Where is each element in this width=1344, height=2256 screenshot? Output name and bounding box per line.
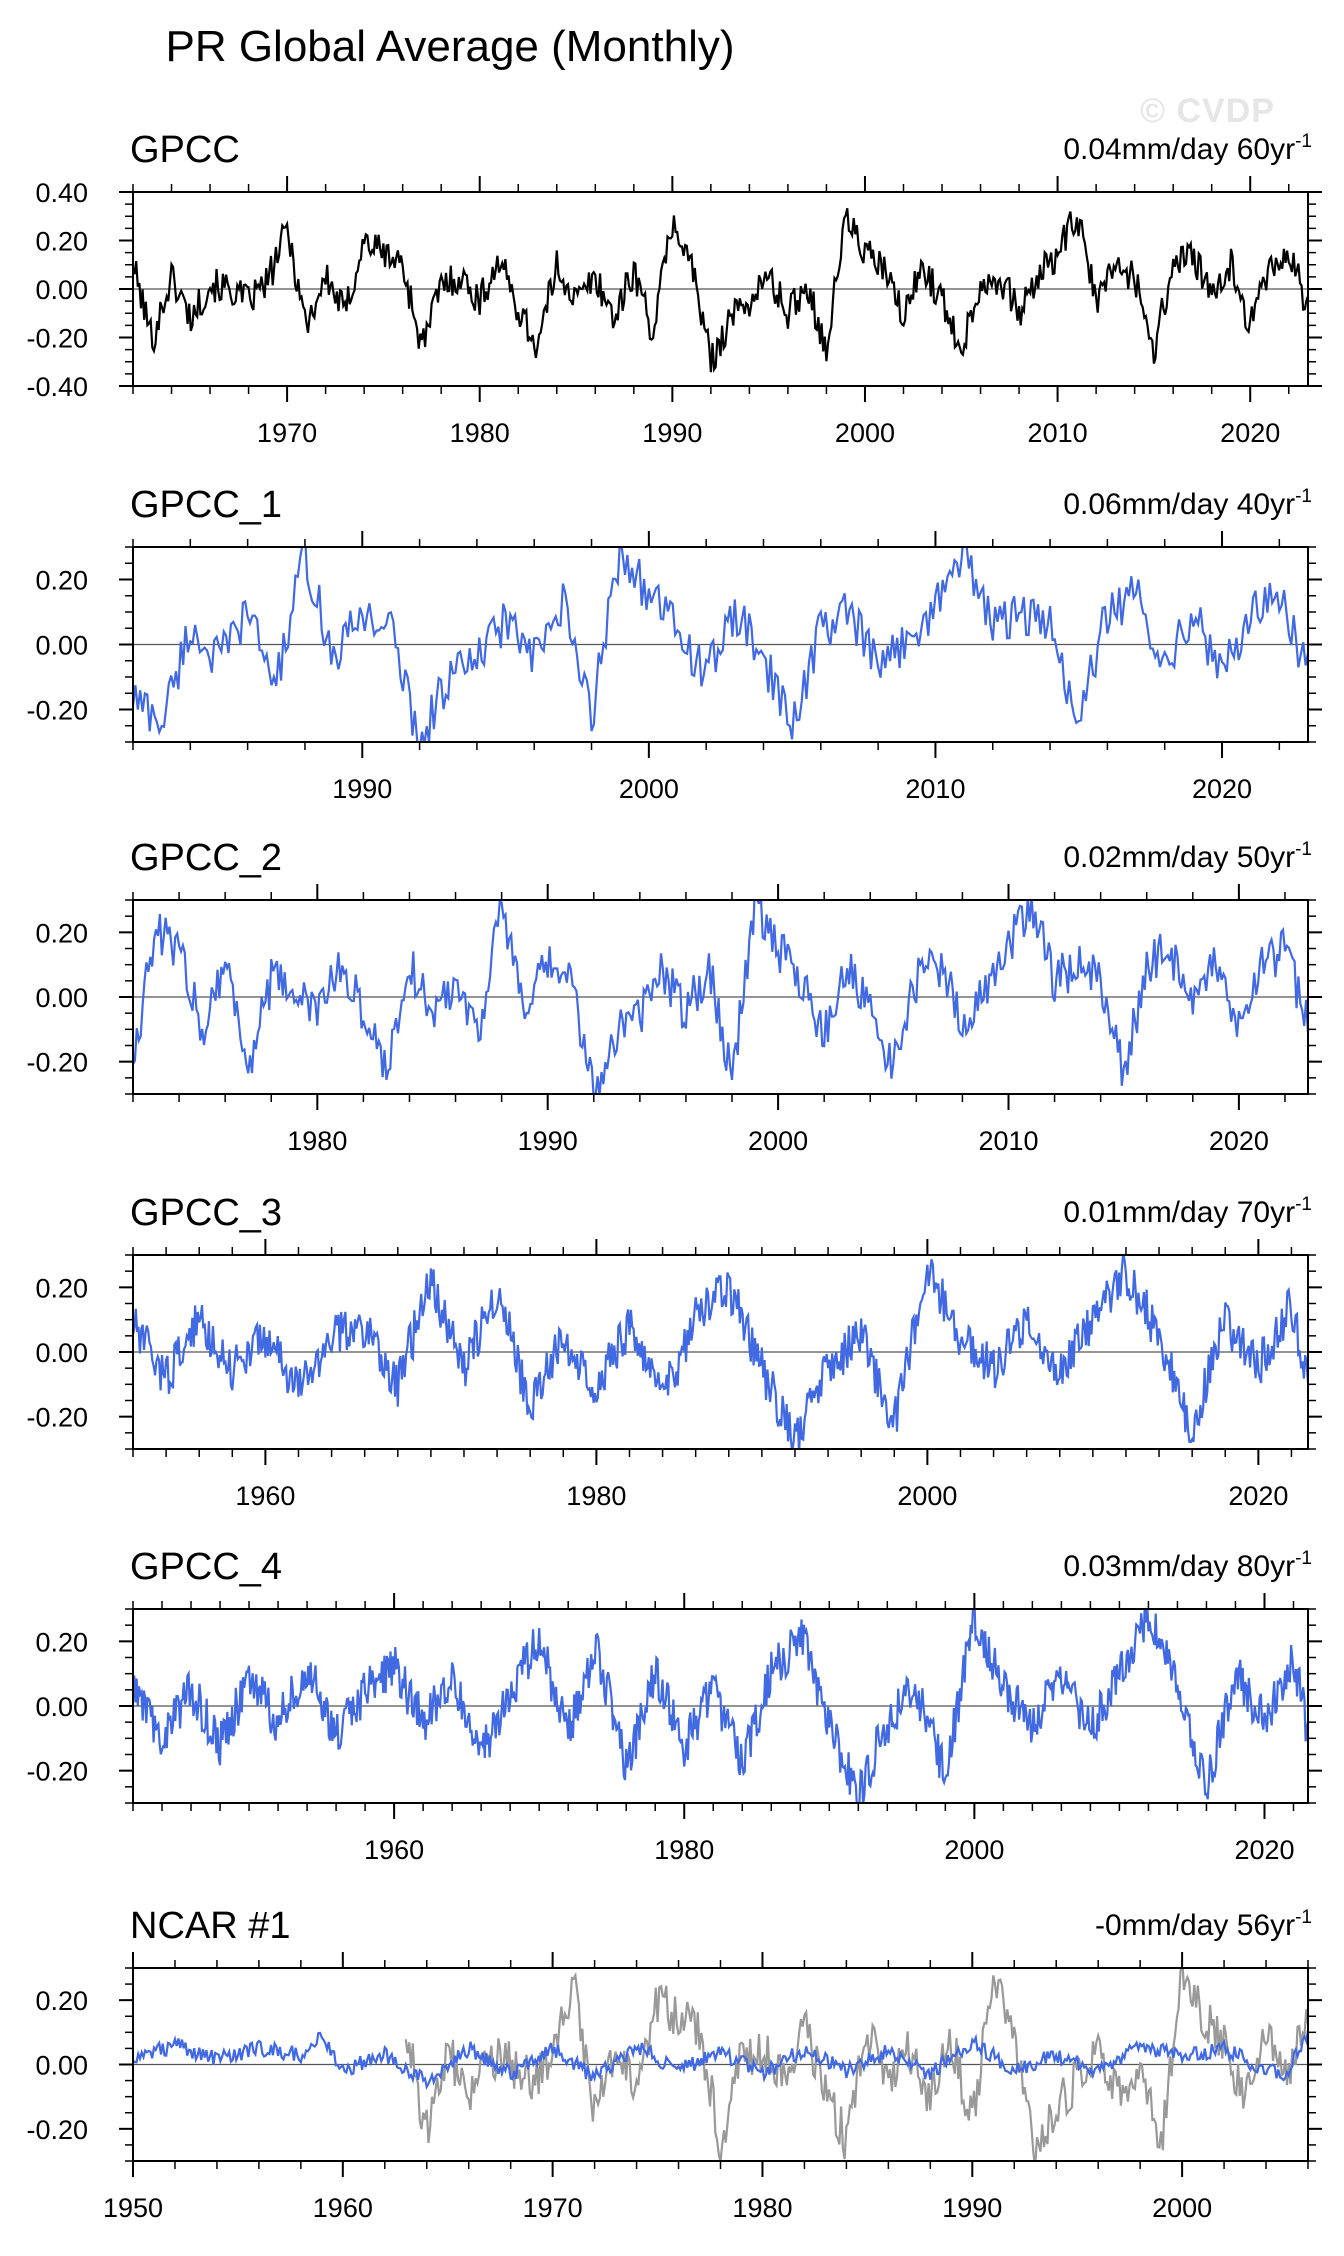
- series-line-gpcc: [133, 208, 1308, 373]
- panel-gpcc: GPCC 0.04mm/day 60yr-1 -0.40 -0.20 0.00 0.20 0…: [26, 129, 1322, 448]
- x-tick-label: 2000: [897, 1481, 957, 1511]
- x-tick-label: 1990: [332, 774, 392, 804]
- x-tick-label: 2010: [905, 774, 965, 804]
- series-line-gpcc: [404, 1968, 1308, 2161]
- panel-gpcc-1: GPCC_1 0.06mm/day 40yr-1 -0.20 0.00 0.20 1990…: [26, 484, 1322, 804]
- y-tick-label: 0.20: [35, 918, 88, 948]
- x-tick-label: 1990: [642, 418, 702, 448]
- x-tick-label: 1990: [518, 1126, 578, 1156]
- trend-label: 0.04mm/day 60yr-1: [1063, 131, 1312, 166]
- panel-title: GPCC_3: [130, 1192, 282, 1234]
- figure-title: PR Global Average (Monthly): [165, 22, 735, 71]
- panel-title: NCAR #1: [130, 1905, 291, 1947]
- x-tick-label: 2010: [978, 1126, 1038, 1156]
- y-tick-label: -0.20: [26, 1048, 88, 1078]
- x-tick-label: 2020: [1192, 774, 1252, 804]
- y-tick-label: 0.00: [35, 275, 88, 305]
- x-tick-label: 2020: [1228, 1481, 1288, 1511]
- x-tick-label: 2000: [1152, 2193, 1212, 2223]
- x-tick-label: 1980: [450, 418, 510, 448]
- x-tick-label: 1970: [257, 418, 317, 448]
- trend-exponent: -1: [1295, 131, 1312, 152]
- x-tick-label: 1950: [103, 2193, 163, 2223]
- x-tick-label: 2020: [1209, 1126, 1269, 1156]
- y-tick-label: -0.40: [26, 372, 88, 402]
- y-tick-label: -0.20: [26, 2115, 88, 2145]
- x-tick-label: 2020: [1220, 418, 1280, 448]
- y-tick-label: 0.00: [35, 983, 88, 1013]
- y-tick-label: 0.00: [35, 2051, 88, 2081]
- x-tick-label: 1990: [942, 2193, 1002, 2223]
- trend-exponent: -1: [1295, 1907, 1312, 1928]
- y-tick-label: 0.20: [35, 1273, 88, 1303]
- y-tick-label: -0.20: [26, 696, 88, 726]
- y-tick-label: -0.20: [26, 324, 88, 354]
- y-tick-label: 0.20: [35, 1627, 88, 1657]
- y-tick-label: 0.00: [35, 1338, 88, 1368]
- series-line-gpcc-3: [133, 1255, 1308, 1449]
- trend-label: 0.03mm/day 80yr-1: [1063, 1548, 1312, 1583]
- y-tick-label: 0.40: [35, 178, 88, 208]
- x-tick-label: 2000: [748, 1126, 808, 1156]
- panel-gpcc-2: GPCC_2 0.02mm/day 50yr-1 -0.20 0.00 0.20 1980…: [26, 837, 1322, 1156]
- x-tick-label: 2000: [835, 418, 895, 448]
- x-tick-label: 1980: [566, 1481, 626, 1511]
- series-line-gpcc-4: [133, 1609, 1308, 1803]
- y-tick-label: 0.00: [35, 631, 88, 661]
- cvdp-watermark: © CVDP: [1140, 92, 1275, 130]
- trend-label: 0.01mm/day 70yr-1: [1063, 1194, 1312, 1229]
- trend-label: 0.02mm/day 50yr-1: [1063, 839, 1312, 874]
- series-line-gpcc-2: [133, 900, 1308, 1094]
- y-tick-label: 0.20: [35, 566, 88, 596]
- series-line-ncar-1: [133, 2030, 1308, 2091]
- series-line-gpcc-1: [133, 547, 1308, 742]
- y-tick-label: -0.20: [26, 1403, 88, 1433]
- x-tick-label: 1970: [523, 2193, 583, 2223]
- panel-title: GPCC_1: [130, 484, 282, 526]
- trend-label: 0.06mm/day 40yr-1: [1063, 486, 1312, 521]
- x-tick-label: 1960: [364, 1835, 424, 1865]
- panel-gpcc-3: GPCC_3 0.01mm/day 70yr-1 -0.20 0.00 0.20 1960…: [26, 1192, 1322, 1511]
- x-tick-label: 1980: [654, 1835, 714, 1865]
- x-tick-label: 1960: [235, 1481, 295, 1511]
- x-tick-label: 2010: [1028, 418, 1088, 448]
- y-tick-label: 0.00: [35, 1692, 88, 1722]
- y-tick-label: -0.20: [26, 1757, 88, 1787]
- panel-ncar-1: NCAR #1 -0mm/day 56yr-1 -0.20 0.00 0.20 1950 1…: [26, 1905, 1322, 2223]
- x-tick-label: 1980: [287, 1126, 347, 1156]
- x-tick-label: 2000: [619, 774, 679, 804]
- x-tick-label: 2020: [1234, 1835, 1294, 1865]
- panel-title: GPCC_2: [130, 837, 282, 879]
- x-tick-label: 2000: [944, 1835, 1004, 1865]
- x-tick-label: 1960: [313, 2193, 373, 2223]
- x-tick-label: 1980: [732, 2193, 792, 2223]
- trend-exponent: -1: [1295, 1548, 1312, 1569]
- trend-exponent: -1: [1295, 839, 1312, 860]
- trend-exponent: -1: [1295, 486, 1312, 507]
- panel-title: GPCC_4: [130, 1546, 282, 1588]
- trend-label: -0mm/day 56yr-1: [1095, 1907, 1312, 1942]
- panel-title: GPCC: [130, 129, 240, 171]
- panel-gpcc-4: GPCC_4 0.03mm/day 80yr-1 -0.20 0.00 0.20 1960…: [26, 1546, 1322, 1865]
- y-tick-label: 0.20: [35, 227, 88, 257]
- y-tick-label: 0.20: [35, 1986, 88, 2016]
- trend-exponent: -1: [1295, 1194, 1312, 1215]
